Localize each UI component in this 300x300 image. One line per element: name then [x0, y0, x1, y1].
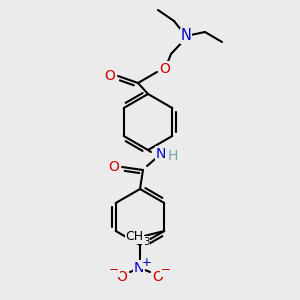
Text: O: O: [109, 160, 119, 174]
Text: N: N: [134, 261, 144, 275]
Text: N: N: [181, 28, 191, 44]
Text: +: +: [142, 256, 152, 268]
Text: −: −: [109, 263, 119, 277]
Text: CH: CH: [125, 230, 143, 244]
Text: 3: 3: [143, 237, 150, 247]
Text: O: O: [153, 270, 164, 284]
Text: H: H: [168, 149, 178, 163]
Text: O: O: [160, 62, 170, 76]
Text: −: −: [161, 263, 171, 277]
Text: N: N: [156, 147, 166, 161]
Text: O: O: [117, 270, 128, 284]
Text: O: O: [105, 69, 116, 83]
